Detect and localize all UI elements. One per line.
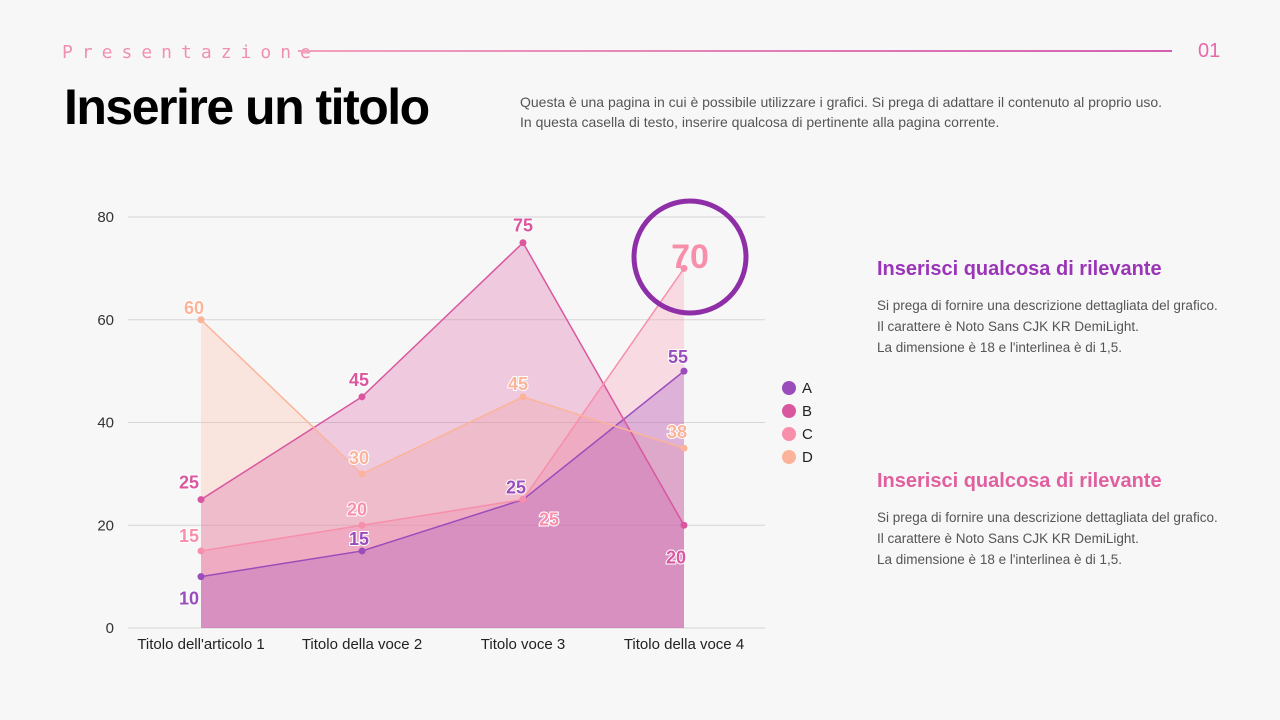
area-C <box>201 268 684 628</box>
side-text: Si prega di fornire una descrizione dett… <box>877 507 1237 570</box>
data-label-A: 25 <box>506 478 526 498</box>
data-label-B: 20 <box>666 547 686 567</box>
legend-marker-D <box>782 450 796 464</box>
legend-label: C <box>802 426 813 443</box>
side-line: Il carattere è Noto Sans CJK KR DemiLigh… <box>877 319 1139 334</box>
point-D <box>519 393 527 401</box>
data-label-A: 55 <box>668 347 688 367</box>
data-label-D: 45 <box>508 374 528 394</box>
side-block-1: Inserisci qualcosa di rilevante Si prega… <box>877 258 1237 358</box>
legend-label: B <box>802 403 812 420</box>
point-C <box>680 264 688 272</box>
area-D <box>201 319 684 628</box>
x-tick-label: Titolo voce 3 <box>481 636 566 653</box>
data-label-B: 75 <box>513 216 533 236</box>
point-B <box>197 496 205 504</box>
x-tick-label: Titolo della voce 4 <box>624 636 744 653</box>
legend-marker-C <box>782 427 796 441</box>
line-C <box>200 267 685 552</box>
data-label-C: 15 <box>179 526 199 546</box>
point-B <box>358 393 366 401</box>
point-D <box>358 470 366 478</box>
y-tick-label: 60 <box>97 312 114 329</box>
data-label-A: 15 <box>349 529 369 549</box>
side-line: La dimensione è 18 e l'interlinea è di 1… <box>877 340 1122 355</box>
side-block-2: Inserisci qualcosa di rilevante Si prega… <box>877 470 1237 570</box>
point-D <box>680 444 688 452</box>
point-B <box>680 521 688 529</box>
data-label-C: 20 <box>347 499 367 519</box>
data-label-D: 38 <box>667 422 687 442</box>
side-line: Si prega di fornire una descrizione dett… <box>877 510 1218 525</box>
y-tick-label: 40 <box>97 415 114 432</box>
side-line: Si prega di fornire una descrizione dett… <box>877 298 1218 313</box>
y-tick-label: 80 <box>97 209 114 226</box>
y-tick-label: 0 <box>106 620 114 637</box>
page-title: Inserire un titolo <box>64 79 430 135</box>
data-label-C: 25 <box>539 510 559 530</box>
side-heading: Inserisci qualcosa di rilevante <box>877 470 1162 492</box>
x-tick-label: Titolo dell'articolo 1 <box>137 636 264 653</box>
line-D <box>200 319 685 475</box>
page-description: Questa è una pagina in cui è possibile u… <box>520 92 1162 132</box>
point-C <box>197 547 205 555</box>
point-A <box>358 547 366 555</box>
point-A <box>197 573 205 581</box>
side-line: La dimensione è 18 e l'interlinea è di 1… <box>877 552 1122 567</box>
legend-marker-B <box>782 404 796 418</box>
data-label-C: 70 <box>671 238 709 276</box>
data-label-D: 60 <box>184 298 204 318</box>
data-label-A: 10 <box>179 589 199 609</box>
point-C <box>519 496 527 504</box>
data-label-D: 30 <box>349 448 369 468</box>
description-line: Questa è una pagina in cui è possibile u… <box>520 94 1163 110</box>
legend-label: D <box>802 449 813 466</box>
header-divider <box>298 50 1172 52</box>
description-line: In questa casella di testo, inserire qua… <box>520 114 1000 130</box>
data-label-B: 45 <box>349 370 369 390</box>
page-number: 01 <box>1198 40 1221 62</box>
side-heading: Inserisci qualcosa di rilevante <box>877 258 1162 280</box>
point-C <box>358 521 366 529</box>
section-kicker: Presentazione <box>62 42 320 63</box>
highlight-circle <box>631 198 749 316</box>
line-A <box>200 370 685 578</box>
point-A <box>680 367 688 375</box>
y-tick-label: 20 <box>97 517 114 534</box>
point-D <box>197 316 205 324</box>
data-label-B: 25 <box>179 473 199 493</box>
side-line: Il carattere è Noto Sans CJK KR DemiLigh… <box>877 531 1139 546</box>
legend-label: A <box>802 380 812 397</box>
legend-marker-A <box>782 381 796 395</box>
point-B <box>519 239 527 247</box>
area-A <box>201 371 684 628</box>
x-tick-label: Titolo della voce 2 <box>302 636 422 653</box>
side-text: Si prega di fornire una descrizione dett… <box>877 295 1237 358</box>
